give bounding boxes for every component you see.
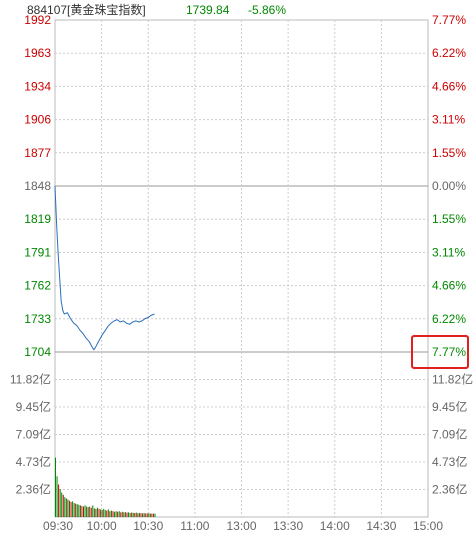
percent-axis-label: 3.11%: [432, 113, 465, 127]
percent-axis-label: 1.55%: [432, 212, 466, 226]
volume-bars: [55, 457, 156, 517]
stock-code-name: 884107[黄金珠宝指数]: [27, 2, 146, 17]
price-axis-label: 1791: [24, 245, 51, 259]
price-axis-label: 1733: [24, 312, 51, 326]
price-axis-label: 1963: [24, 46, 51, 60]
highlight-box: [411, 335, 469, 369]
time-axis-label: 14:00: [320, 519, 350, 533]
price-line: [54, 185, 155, 351]
percent-axis-label: 7.77%: [432, 13, 466, 27]
current-price: 1739.84: [186, 3, 230, 17]
time-axis-label: 13:30: [273, 519, 303, 533]
time-axis-label: 10:00: [87, 519, 117, 533]
price-axis-label: 1848: [24, 179, 51, 193]
price-axis-label: 1762: [24, 279, 51, 293]
volume-axis-label-right: 9.45亿: [432, 399, 467, 414]
axis-labels: 1992 7.77% 1963 6.22% 1934 4.66% 1906 3.11% 1877…: [10, 13, 473, 533]
price-axis-label: 1906: [24, 113, 51, 127]
percent-axis-label: 4.66%: [432, 279, 466, 293]
volume-axis-label-right: 7.09亿: [432, 427, 467, 442]
percent-axis-label: 7.77%: [432, 345, 466, 359]
percent-axis-label: 0.00%: [432, 179, 466, 193]
volume-axis-label: 9.45亿: [16, 399, 51, 414]
volume-axis-label: 4.73亿: [16, 454, 51, 469]
time-axis-label: 11:00: [180, 519, 209, 533]
price-axis-label: 1819: [24, 212, 51, 226]
time-axis-label: 13:00: [226, 519, 256, 533]
price-axis-label: 1934: [24, 79, 51, 93]
time-axis-label: 09:30: [43, 519, 73, 533]
chart-grid: [54, 19, 429, 518]
volume-axis-label-right: 4.73亿: [432, 454, 467, 469]
time-axis-label: 10:30: [133, 519, 163, 533]
volume-axis-label: 2.36亿: [16, 482, 51, 497]
volume-axis-label: 11.82亿: [10, 371, 51, 386]
time-axis-label: 14:30: [366, 519, 396, 533]
volume-axis-label-right: 2.36亿: [432, 482, 467, 497]
price-axis-label: 1877: [24, 146, 51, 160]
percent-axis-label: 4.66%: [432, 79, 466, 93]
volume-axis-label: 7.09亿: [16, 427, 51, 442]
percent-axis-label: 1.55%: [432, 146, 466, 160]
percent-axis-label: 6.22%: [432, 312, 466, 326]
volume-axis-label-right: 11.82亿: [432, 371, 473, 386]
percent-axis-label: 3.11%: [432, 245, 465, 259]
time-axis-label: 15:00: [413, 519, 443, 533]
price-change-percent: -5.86%: [248, 3, 286, 17]
price-axis-label: 1992: [24, 13, 51, 27]
percent-axis-label: 6.22%: [432, 46, 466, 60]
price-axis-label: 1704: [24, 345, 51, 359]
